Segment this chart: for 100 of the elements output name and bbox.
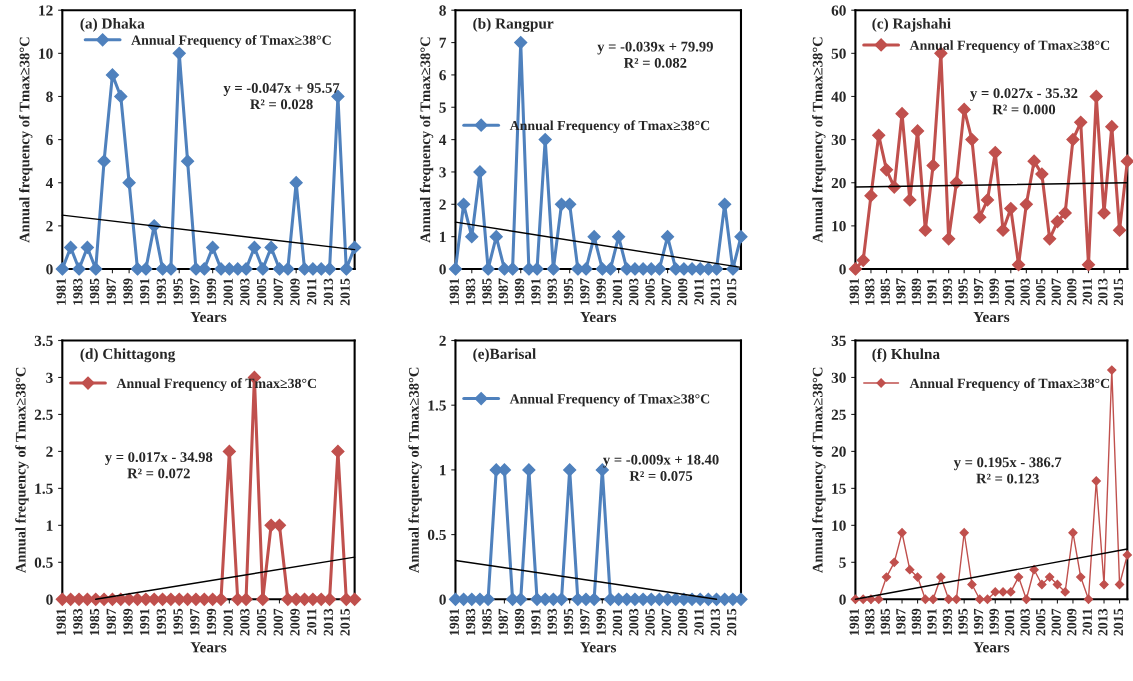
point — [289, 176, 303, 190]
y-tick-label: 0.5 — [34, 557, 53, 568]
x-tick-label: 1999 — [989, 278, 999, 305]
y-tick-label: 1 — [440, 465, 446, 476]
x-tick-label: 1995 — [173, 278, 183, 305]
point — [920, 594, 930, 604]
x-tick-label: 1987 — [896, 278, 906, 305]
x-tick-label: 2011 — [694, 278, 704, 305]
point — [481, 262, 495, 276]
x-tick-label: 1989 — [514, 278, 525, 305]
x-tick-label: 2015 — [726, 278, 737, 306]
point — [1019, 197, 1033, 211]
point — [348, 592, 362, 606]
y-tick-label: 30 — [831, 372, 846, 383]
point — [982, 594, 993, 604]
point — [975, 594, 985, 604]
point — [1083, 594, 1094, 604]
annotation: y = -0.009x + 18.40 R² = 0.075 — [603, 454, 719, 481]
point — [910, 124, 925, 138]
x-tick-label: 2011 — [1082, 609, 1092, 635]
point — [1074, 115, 1088, 129]
x-tick-label: 1983 — [73, 608, 83, 635]
y-tick-label: 0 — [839, 594, 846, 605]
point — [264, 240, 278, 255]
point — [928, 594, 938, 604]
x-tick-label: 2007 — [661, 608, 672, 636]
x-tick-label: 1997 — [580, 608, 590, 635]
point — [239, 592, 253, 606]
point — [1011, 258, 1026, 272]
x-tick-label: 1997 — [973, 278, 984, 305]
x-tick-label: 1983 — [73, 278, 83, 305]
x-tick-label: 2003 — [240, 608, 250, 636]
x-tick-label: 2003 — [240, 278, 250, 306]
point — [660, 230, 675, 244]
y-tick-label: 0 — [439, 264, 446, 275]
chart-title: (e)Barisal — [473, 348, 536, 363]
point — [348, 240, 362, 255]
y-tick-label: 10 — [39, 48, 53, 59]
y-tick-label: 10 — [832, 221, 846, 232]
x-tick-label: 2001 — [223, 278, 233, 306]
x-axis-title: Years — [190, 311, 227, 323]
x-tick-label: 1991 — [139, 609, 150, 635]
x-tick-label: 2009 — [677, 608, 688, 636]
point — [1043, 232, 1057, 246]
point — [214, 592, 228, 606]
y-tick-label: 2 — [439, 199, 446, 210]
x-tick-label: 1989 — [123, 608, 133, 635]
point — [247, 240, 261, 255]
point — [734, 230, 748, 244]
y-tick-label: 50 — [831, 48, 846, 59]
x-tick-label: 2015 — [1113, 278, 1124, 306]
x-tick-label: 2005 — [645, 608, 655, 636]
x-tick-label: 2009 — [1067, 608, 1077, 636]
point — [1105, 120, 1119, 134]
y-tick-label: 3.5 — [34, 335, 53, 347]
x-tick-label: 1985 — [482, 608, 492, 635]
y-tick-label: 8 — [46, 91, 53, 102]
x-axis-title: Years — [973, 311, 1010, 323]
y-tick-label: 0 — [439, 594, 446, 605]
x-tick-label: 1983 — [465, 608, 476, 635]
x-tick-label: 1991 — [139, 278, 150, 305]
point — [889, 557, 899, 567]
point — [256, 592, 270, 606]
point — [1027, 154, 1041, 168]
x-axis-title: Years — [580, 311, 617, 323]
y-tick-label: 3 — [46, 372, 53, 383]
chart-title: (a) Dhaka — [80, 17, 145, 32]
y-tick-label: 30 — [831, 134, 846, 146]
annotation: y = 0.017x - 34.98 R² = 0.072 — [104, 452, 213, 479]
x-tick-label: 1995 — [958, 278, 968, 305]
point — [856, 253, 870, 267]
x-tick-label: 2011 — [306, 278, 317, 305]
x-tick-label: 2009 — [290, 278, 300, 306]
x-tick-label: 1997 — [190, 608, 200, 635]
x-tick-label: 1985 — [880, 608, 890, 635]
x-tick-label: 1987 — [106, 278, 116, 305]
x-tick-label: 2001 — [1004, 609, 1015, 636]
point — [959, 528, 969, 538]
x-tick-label: 1999 — [206, 608, 217, 635]
x-tick-label: 1997 — [973, 608, 984, 635]
point — [256, 262, 270, 276]
point — [973, 210, 987, 224]
point — [465, 230, 479, 244]
point — [1021, 594, 1031, 604]
x-tick-label: 1993 — [156, 278, 167, 305]
point — [281, 262, 295, 276]
x-tick-label: 1983 — [865, 608, 875, 635]
y-tick-label: 1.5 — [35, 483, 53, 494]
y-tick-label: 6 — [46, 134, 53, 146]
annotation: y = 0.027x - 35.32 R² = 0.000 — [970, 88, 1078, 115]
point — [881, 572, 892, 582]
x-tick-label: 2005 — [1035, 608, 1046, 636]
x-tick-label: 2013 — [1098, 278, 1108, 306]
point — [1120, 154, 1133, 168]
y-tick-label: 3 — [439, 167, 446, 178]
x-tick-label: 1999 — [596, 608, 606, 635]
x-tick-label: 1991 — [531, 609, 541, 635]
x-axis-title: Years — [190, 642, 227, 653]
point — [80, 240, 94, 255]
x-tick-label: 2007 — [1051, 278, 1061, 306]
